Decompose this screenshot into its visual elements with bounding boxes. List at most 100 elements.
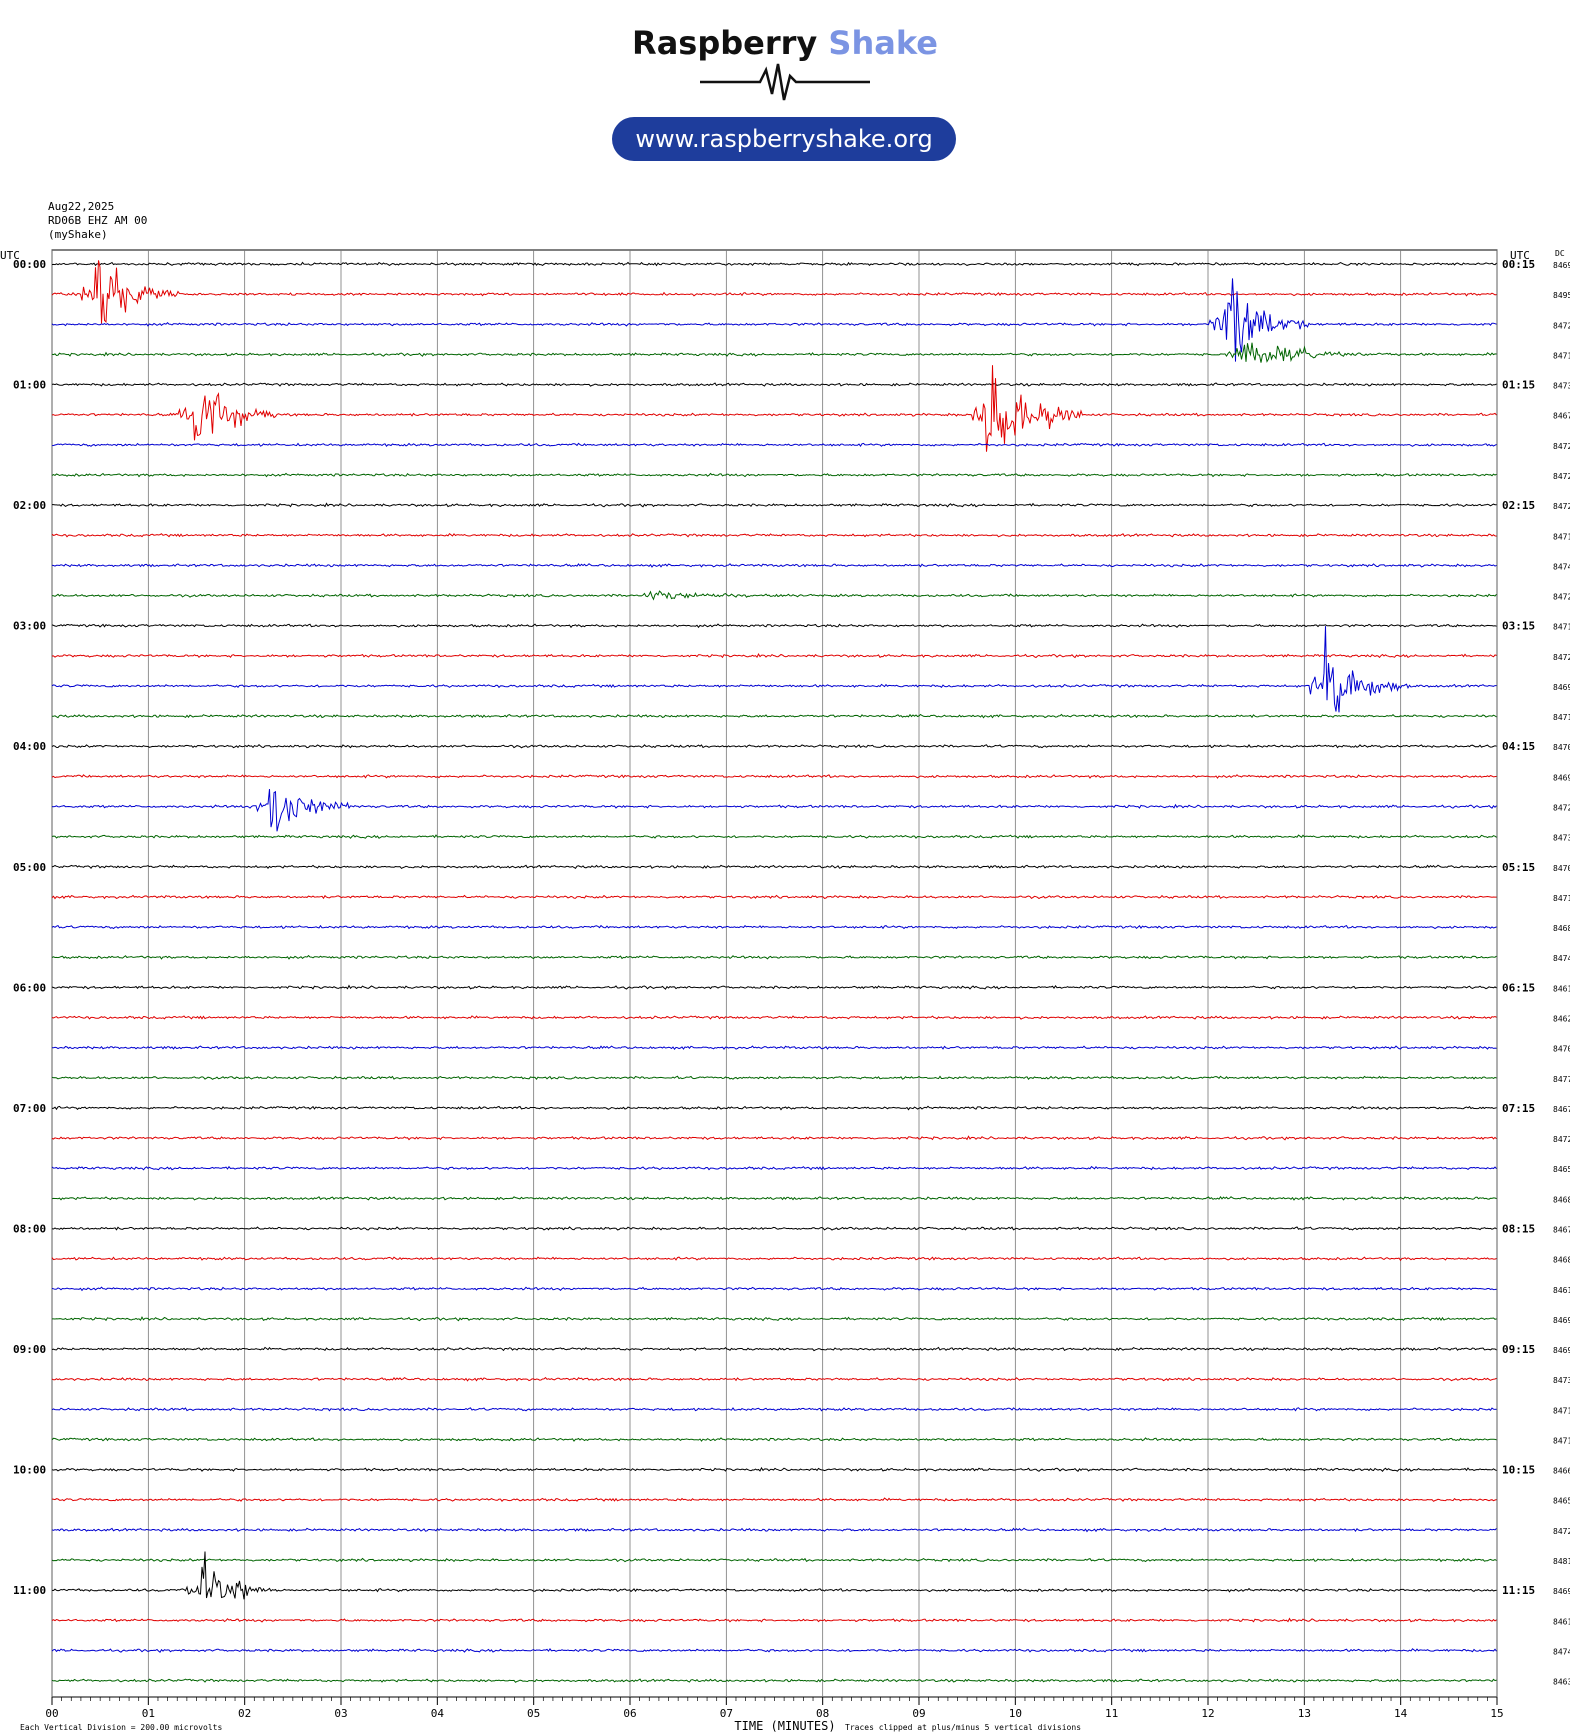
dc-value-label: 8465	[1553, 1165, 1570, 1174]
dc-value-label: 8472	[1553, 593, 1570, 602]
left-hour-label: 00:00	[13, 258, 46, 271]
dc-value-label: 8473	[1553, 382, 1570, 391]
trace-row	[51, 1497, 1497, 1502]
left-hour-label: 04:00	[13, 740, 46, 753]
dc-value-label: 8474	[1553, 1647, 1570, 1656]
dc-value-label: 8467	[1553, 412, 1570, 421]
left-hour-label: 01:00	[13, 379, 46, 392]
trace-row	[51, 1346, 1497, 1352]
trace-rows	[51, 260, 1497, 1683]
right-hour-label: 09:15	[1502, 1343, 1535, 1356]
left-hour-label: 08:00	[13, 1222, 46, 1235]
x-tick-label: 14	[1394, 1707, 1408, 1720]
x-tick-label: 07	[720, 1707, 733, 1720]
dc-value-label: 8469	[1553, 1346, 1570, 1355]
trace-row	[51, 653, 1497, 659]
dc-value-label: 8468	[1553, 1195, 1570, 1204]
dc-value-label: 8471	[1553, 623, 1570, 632]
trace-row	[51, 1557, 1497, 1563]
right-hour-label: 06:15	[1502, 981, 1535, 994]
dc-value-label: 8477	[1553, 1075, 1570, 1084]
right-hour-label: 02:15	[1502, 499, 1535, 512]
left-hour-label: 05:00	[13, 861, 46, 874]
trace-row	[51, 261, 1497, 267]
x-tick-label: 01	[142, 1707, 155, 1720]
dc-value-label: 8469	[1553, 261, 1570, 270]
trace-row	[52, 502, 1497, 508]
dc-value-label: 8466	[1553, 1467, 1570, 1476]
trace-row	[51, 1105, 1497, 1111]
left-hour-label: 02:00	[13, 499, 46, 512]
dc-value-label: 8470	[1553, 864, 1570, 873]
plot-frame	[51, 249, 1498, 1698]
trace-row	[51, 278, 1497, 362]
trace-row	[51, 1617, 1497, 1623]
header-source: (myShake)	[48, 228, 108, 241]
right-hour-label: 01:15	[1502, 379, 1535, 392]
dc-value-label: 8462	[1553, 1015, 1570, 1024]
dc-value-label: 8469	[1553, 773, 1570, 782]
trace-row	[52, 713, 1497, 719]
brand-word-shake: Shake	[828, 24, 938, 62]
trace-row	[51, 954, 1497, 960]
trace-row	[51, 1527, 1497, 1533]
scale-note: Each Vertical Division = 200.00 microvol…	[20, 1723, 222, 1732]
trace-row	[52, 1316, 1497, 1322]
x-tick-label: 08	[816, 1707, 829, 1720]
dc-value-label: 8474	[1553, 562, 1570, 571]
dc-value-label: 8471	[1553, 532, 1570, 541]
trace-row	[51, 789, 1497, 832]
right-hour-label: 00:15	[1502, 258, 1535, 271]
trace-row	[51, 532, 1497, 538]
x-tick-label: 12	[1201, 1707, 1214, 1720]
dc-value-label: 8465	[1553, 1497, 1570, 1506]
x-tick-label: 06	[623, 1707, 636, 1720]
trace-row	[51, 1135, 1497, 1141]
dc-value-label: 8472	[1553, 653, 1570, 662]
dc-value-label: 8472	[1553, 442, 1570, 451]
x-tick-label: 02	[238, 1707, 251, 1720]
right-hour-label: 10:15	[1502, 1464, 1535, 1477]
trace-row	[51, 1286, 1497, 1292]
website-link[interactable]: www.raspberryshake.org	[612, 117, 956, 161]
trace-row	[51, 442, 1497, 447]
trace-row	[51, 1256, 1497, 1262]
seismograph-logo-icon	[700, 63, 870, 101]
trace-row	[51, 1678, 1497, 1683]
left-hour-label: 11:00	[13, 1584, 46, 1597]
dc-value-label: 8471	[1553, 894, 1570, 903]
brand-word-raspberry: Raspberry	[632, 24, 818, 62]
dc-value-label: 8472	[1553, 472, 1570, 481]
trace-row	[51, 774, 1497, 779]
dc-value-label: 8468	[1553, 1256, 1570, 1265]
grid-lines	[51, 249, 1498, 1705]
trace-row	[51, 834, 1497, 839]
dc-value-label: 8471	[1553, 1436, 1570, 1445]
trace-row	[51, 1196, 1497, 1201]
trace-row	[51, 260, 1497, 324]
dc-value-label: 8481	[1553, 1557, 1570, 1566]
trace-row	[51, 623, 1497, 629]
trace-row	[51, 472, 1497, 478]
trace-row	[51, 1165, 1497, 1171]
left-hour-label: 07:00	[13, 1102, 46, 1115]
header-date: Aug22,2025	[48, 200, 115, 213]
right-hour-label: 08:15	[1502, 1222, 1535, 1235]
trace-row	[51, 342, 1497, 363]
x-tick-label: 09	[912, 1707, 925, 1720]
dc-value-label: 8469	[1553, 1587, 1570, 1596]
x-tick-label: 04	[431, 1707, 445, 1720]
x-axis-title: TIME (MINUTES)	[734, 1719, 835, 1732]
trace-row	[51, 1015, 1497, 1020]
left-hour-label: 06:00	[13, 981, 46, 994]
dc-value-label: 8472	[1553, 321, 1570, 330]
right-hour-label: 11:15	[1502, 1584, 1535, 1597]
dc-value-label: 8469	[1553, 1316, 1570, 1325]
trace-row	[51, 1437, 1497, 1442]
dc-value-label: 8472	[1553, 502, 1570, 511]
dc-label: DC	[1555, 249, 1565, 258]
trace-row	[51, 1407, 1497, 1412]
trace-row	[51, 1648, 1497, 1653]
right-hour-label: 04:15	[1502, 740, 1535, 753]
dc-value-label: 8467	[1553, 1225, 1570, 1234]
